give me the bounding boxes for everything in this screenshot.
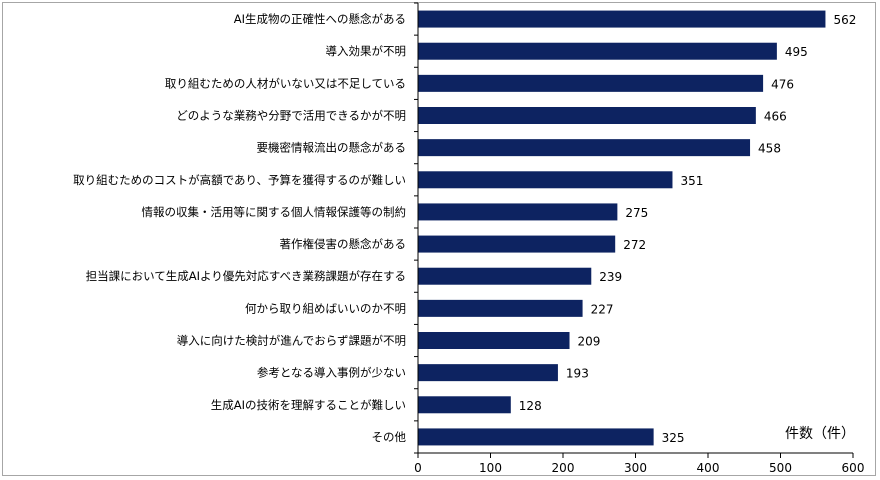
bar xyxy=(418,267,592,285)
x-tick-label: 200 xyxy=(552,461,575,475)
bar xyxy=(418,364,558,382)
bar xyxy=(418,107,756,124)
category-label: 取り組むための人材がいない又は不足している xyxy=(165,76,406,90)
category-label: 導入効果が不明 xyxy=(326,44,407,58)
data-label: 562 xyxy=(833,13,856,27)
category-label: どのような業務や分野で活用できるかが不明 xyxy=(176,109,406,123)
data-label: 275 xyxy=(625,206,648,220)
data-label: 239 xyxy=(599,270,622,284)
category-label: その他 xyxy=(372,430,407,444)
category-label: 取り組むためのコストが高額であり、予算を獲得するのが難しい xyxy=(73,173,406,187)
bar xyxy=(418,235,616,253)
x-tick-label: 600 xyxy=(842,461,865,475)
bar xyxy=(418,396,511,414)
data-label: 458 xyxy=(758,142,781,156)
category-label: 何から取り組めばいいのか不明 xyxy=(245,301,406,315)
data-label: 209 xyxy=(578,335,601,349)
category-label: AI生成物の正確性への懸念がある xyxy=(234,12,406,26)
data-label: 193 xyxy=(566,367,589,381)
bar xyxy=(418,332,570,349)
data-label: 351 xyxy=(680,174,703,188)
bar xyxy=(418,74,764,92)
x-axis-label: 件数（件） xyxy=(785,426,855,442)
category-label: 参考となる導入事例が少ない xyxy=(257,366,406,380)
category-label: 要機密情報流出の懸念がある xyxy=(257,141,407,155)
x-tick-label: 100 xyxy=(479,461,502,475)
category-label: 著作権侵害の懸念がある xyxy=(280,237,407,251)
x-tick-label: 500 xyxy=(769,461,792,475)
bar xyxy=(418,42,777,60)
x-tick-label: 400 xyxy=(697,461,720,475)
bar xyxy=(418,299,583,317)
x-tick-label: 0 xyxy=(414,461,422,475)
bar xyxy=(418,139,751,157)
category-label: 導入に向けた検討が進んでおらず課題が不明 xyxy=(177,334,406,348)
category-label: 情報の収集・活用等に関する個人情報保護等の制約 xyxy=(142,205,407,219)
data-label: 325 xyxy=(662,431,685,445)
category-label: 生成AIの技術を理解することが難しい xyxy=(211,398,406,412)
data-label: 227 xyxy=(591,302,614,316)
category-label: 担当課において生成AIより優先対応すべき業務課題が存在する xyxy=(86,269,406,283)
data-label: 476 xyxy=(771,77,794,91)
data-label: 495 xyxy=(785,45,808,59)
bar xyxy=(418,171,673,189)
data-label: 128 xyxy=(519,399,542,413)
bar xyxy=(418,10,826,28)
bar xyxy=(418,428,654,446)
data-label: 466 xyxy=(764,110,787,124)
data-label: 272 xyxy=(623,238,646,252)
x-tick-label: 300 xyxy=(624,461,647,475)
bar xyxy=(418,203,618,221)
